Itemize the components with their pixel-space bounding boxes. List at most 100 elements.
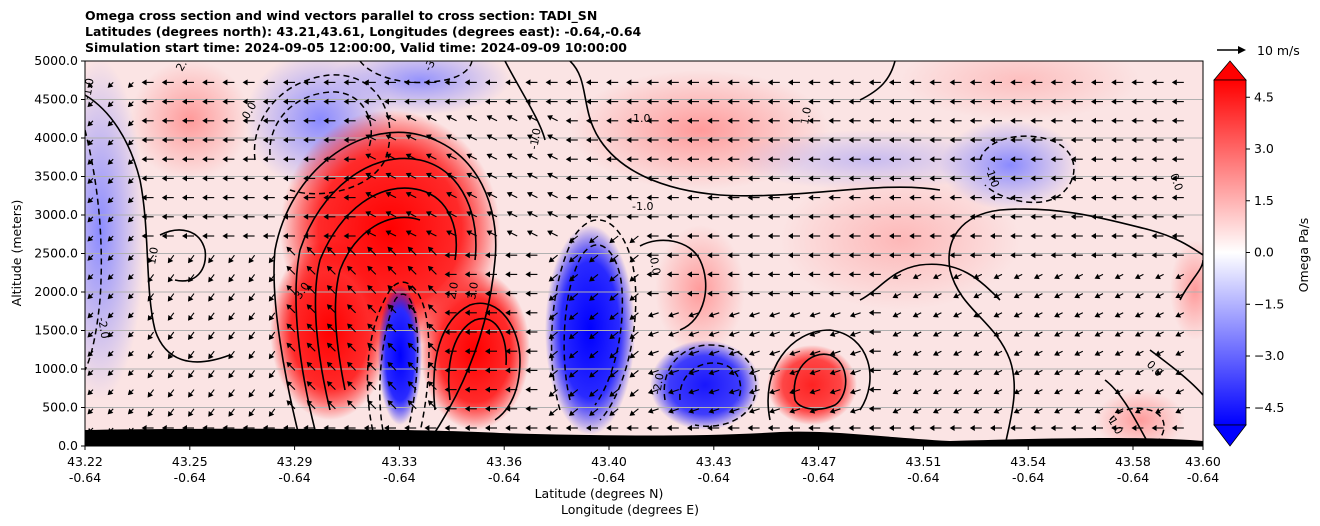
wind-arrow-head <box>727 79 733 86</box>
wind-arrow-head <box>365 153 372 159</box>
wind-arrow-head <box>107 197 114 204</box>
wind-arrow-head <box>626 194 632 201</box>
wind-arrow-head <box>127 159 134 165</box>
wind-arrow-head <box>892 292 899 299</box>
contour-line <box>432 302 521 421</box>
wind-arrow-head <box>589 391 595 397</box>
wind-arrow-shaft <box>409 155 417 160</box>
wind-arrow-head <box>323 79 329 86</box>
wind-arrow-head <box>1091 156 1096 163</box>
wind-arrow-head <box>525 79 531 86</box>
wind-arrow-shaft <box>1118 350 1124 354</box>
wind-arrow-shaft <box>1159 389 1164 393</box>
wind-arrow-head <box>728 388 735 395</box>
wind-arrow-head <box>929 194 935 201</box>
wind-arrow-shaft <box>713 408 720 412</box>
wind-arrow-head <box>385 191 392 198</box>
wind-arrow-head <box>1111 252 1117 259</box>
wind-arrow-shaft <box>1058 369 1063 373</box>
wind-arrow-head <box>208 334 214 340</box>
wind-arrow-shaft <box>652 331 659 335</box>
wind-arrow-head <box>427 265 434 272</box>
wind-arrow-head <box>828 425 834 431</box>
dashed-contour <box>253 74 391 195</box>
wind-arrow-head <box>127 370 134 376</box>
wind-arrow-head <box>647 407 654 414</box>
wind-arrow-head <box>242 98 248 105</box>
wind-arrow-head <box>407 285 414 291</box>
wind-arrow-head <box>228 391 234 398</box>
wind-arrow-shaft <box>916 312 922 316</box>
wind-arrow-shaft <box>210 274 215 279</box>
wind-arrow-head <box>367 381 373 387</box>
wind-arrow-shaft <box>1038 369 1043 373</box>
wind-arrow-head <box>808 98 814 105</box>
plot-area: 2.0 3.0 1.0 0.0 -1.0 -2.0 -3.0 1.0 -1.0 … <box>85 61 1203 446</box>
x-tick-label-lat: 43.22 <box>67 454 103 469</box>
wind-arrow-head <box>407 304 414 310</box>
wind-arrow-head <box>446 191 452 198</box>
wind-arrow-shaft <box>271 312 276 318</box>
wind-arrow-head <box>748 311 755 318</box>
wind-arrow-shaft <box>190 293 195 298</box>
wind-arrow-shaft <box>210 408 215 414</box>
wind-arrow-head <box>727 290 733 297</box>
wind-arrow-head <box>486 191 493 198</box>
wind-arrow-head <box>707 137 713 143</box>
wind-arrow-head <box>868 386 874 393</box>
wind-arrow-shaft <box>612 350 619 356</box>
wind-arrow-head <box>182 156 187 163</box>
wind-arrow-head <box>647 331 654 337</box>
wind-arrow-head <box>202 233 208 239</box>
wind-arrow-head <box>646 175 652 182</box>
wind-arrow-shaft <box>733 408 740 412</box>
wind-arrow-head <box>586 79 591 86</box>
wind-arrow-head <box>208 411 214 417</box>
wind-arrow-shaft <box>916 273 922 277</box>
wind-arrow-head <box>404 79 410 86</box>
y-tick-label: 0.0 <box>58 438 78 453</box>
wind-arrow-shaft <box>370 288 377 294</box>
wind-arrow-head <box>286 304 293 310</box>
wind-arrow-shaft <box>916 408 922 412</box>
wind-arrow-shaft <box>652 312 659 316</box>
wind-arrow-head <box>222 117 228 124</box>
y-tick-label: 1500.0 <box>34 323 78 338</box>
wind-arrow-head <box>929 233 935 239</box>
wind-arrow-shaft <box>230 408 235 414</box>
wind-arrow-head <box>666 252 672 259</box>
wind-arrow-shaft <box>110 370 114 373</box>
wind-arrow-head <box>629 314 636 320</box>
wind-arrow-shaft <box>1098 408 1104 412</box>
wind-arrow-head <box>347 400 353 406</box>
x-tick-label-lon: -0.64 <box>488 470 520 485</box>
wind-arrow-shaft <box>490 136 498 141</box>
wind-arrow-head <box>107 159 114 165</box>
wind-arrow-head <box>808 156 814 163</box>
wind-arrow-head <box>589 295 595 301</box>
wind-arrow-head <box>548 256 555 263</box>
wind-arrow-shaft <box>854 331 861 335</box>
wind-arrow-head <box>485 329 490 335</box>
wind-arrow-head <box>525 367 531 374</box>
wind-arrow-head <box>993 350 1000 356</box>
wind-arrow-head <box>629 256 636 263</box>
wind-arrow-head <box>283 79 288 86</box>
wind-arrow-shaft <box>733 331 740 335</box>
wind-arrow-head <box>424 98 430 105</box>
wind-arrow-head <box>1114 273 1121 280</box>
wind-arrow-head <box>568 314 575 320</box>
wind-arrow-shaft <box>131 235 134 239</box>
wind-arrow-head <box>367 246 373 253</box>
wind-arrow-head <box>547 153 553 159</box>
wind-arrow-shaft <box>672 369 679 373</box>
wind-arrow-head <box>1134 369 1141 376</box>
wind-arrow-head <box>993 369 1000 376</box>
wind-arrow-shaft <box>1098 312 1104 316</box>
wind-arrow-shaft <box>309 249 316 256</box>
wind-arrow-head <box>1010 233 1016 239</box>
wind-arrow-shaft <box>330 403 336 410</box>
wind-arrow-head <box>687 233 692 239</box>
x-tick-label-lon: -0.64 <box>383 470 415 485</box>
wind-arrow-head <box>1010 213 1016 220</box>
